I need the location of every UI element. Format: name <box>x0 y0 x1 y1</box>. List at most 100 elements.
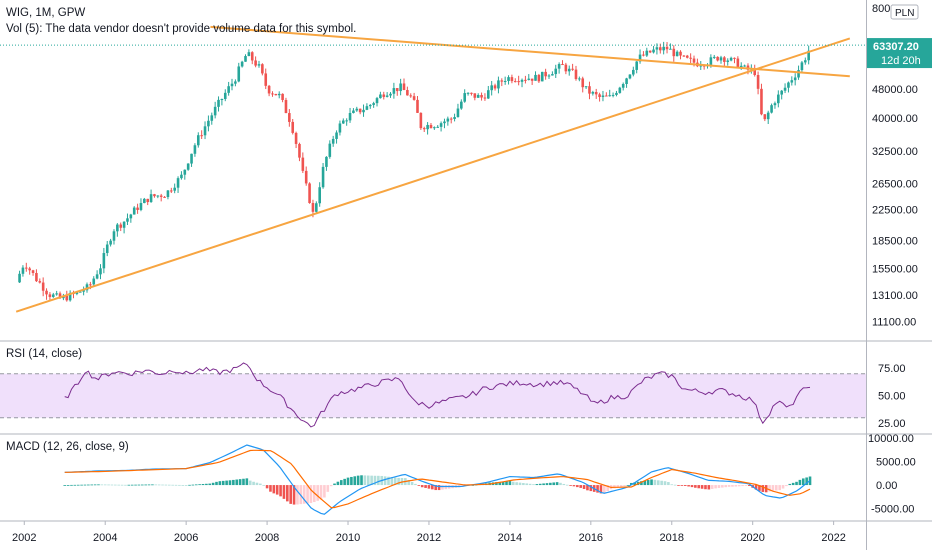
time-tick-label: 2018 <box>660 532 684 544</box>
time-tick-label: 2008 <box>255 532 279 544</box>
price-axis[interactable]: 11100.00 13100.00 15500.00 18500.00 22500.00… <box>868 84 918 516</box>
macd-histogram-bar <box>117 484 121 486</box>
candle-body <box>803 60 807 63</box>
macd-histogram-bar <box>522 483 525 486</box>
candle-body <box>429 124 433 129</box>
signal-line <box>64 449 811 509</box>
price-tick-label: 15500.00 <box>872 263 918 275</box>
candle-body <box>109 240 112 245</box>
candle-body <box>453 117 456 119</box>
candle-body <box>645 50 649 56</box>
candle-body <box>45 290 48 295</box>
currency-badge[interactable]: PLN <box>890 4 919 20</box>
rsi-title[interactable]: RSI (14, close) <box>6 348 82 360</box>
macd-histogram-bar <box>390 477 394 486</box>
price-pane[interactable] <box>0 25 866 313</box>
candle-body <box>443 121 446 124</box>
candle-body <box>476 94 480 98</box>
candle-body <box>196 135 200 146</box>
macd-pane[interactable] <box>63 444 812 515</box>
macd-histogram-bar <box>76 484 80 486</box>
candle-body <box>159 195 163 197</box>
macd-histogram-bar <box>771 485 775 491</box>
currency-label: PLN <box>895 8 914 19</box>
macd-histogram-bar <box>683 485 687 486</box>
candle-body <box>685 55 689 58</box>
symbol-title[interactable]: WIG, 1M, GPW <box>6 7 85 19</box>
candle-body <box>797 70 800 78</box>
macd-histogram-bar <box>363 475 367 486</box>
candle-body <box>618 87 622 93</box>
macd-histogram-bar <box>73 484 77 486</box>
time-tick-label: 2002 <box>12 532 36 544</box>
candle-body <box>507 77 510 81</box>
macd-histogram-bar <box>694 485 697 488</box>
macd-histogram-bar <box>343 478 346 486</box>
candle-body <box>227 86 230 93</box>
macd-histogram-bar <box>319 485 323 500</box>
macd-histogram-bar <box>498 481 502 486</box>
macd-tick-label: 0.00 <box>876 480 897 492</box>
candle-body <box>200 135 203 137</box>
candle-body <box>31 270 35 273</box>
macd-histogram-bar <box>397 477 400 486</box>
macd-histogram-bar <box>356 475 360 486</box>
candle-body <box>82 290 85 292</box>
trendline-upper <box>210 25 850 78</box>
time-axis[interactable]: 2002 2004 2006 2008 2010 2012 2014 2016 2018 2020… <box>12 521 846 544</box>
candle-body <box>460 101 463 109</box>
macd-histogram-bar <box>174 484 178 486</box>
price-tick-label: 48000.00 <box>872 84 918 96</box>
macd-histogram-bar <box>272 485 276 494</box>
candle-body <box>385 95 389 97</box>
candle-body <box>716 56 719 61</box>
candle-body <box>298 143 301 158</box>
candle-body <box>25 267 28 269</box>
candle-body <box>247 52 251 57</box>
macd-histogram-bar <box>336 481 340 486</box>
candle-body <box>726 60 730 62</box>
rsi-pane[interactable] <box>64 362 811 428</box>
macd-histogram-bar <box>225 480 228 486</box>
macd-histogram-bar <box>437 485 441 491</box>
candle-body <box>149 194 153 203</box>
candle-body <box>581 78 585 88</box>
candle-body <box>352 110 355 113</box>
macd-histogram-bar <box>586 485 589 491</box>
macd-histogram-bar <box>282 485 286 499</box>
macd-histogram-bar <box>525 483 529 486</box>
macd-histogram-bar <box>532 484 535 486</box>
candle-body <box>105 244 109 254</box>
candle-body <box>773 103 777 106</box>
macd-histogram-bar <box>511 481 515 486</box>
macd-histogram-bar <box>700 485 704 489</box>
candle-body <box>186 163 190 170</box>
macd-histogram-bar <box>393 477 397 486</box>
macd-histogram-bar <box>66 485 70 486</box>
candle-body <box>129 214 133 219</box>
macd-title[interactable]: MACD (12, 26, close, 9) <box>6 441 129 453</box>
macd-histogram-bar <box>508 481 512 486</box>
candle-body <box>743 65 746 67</box>
candle-body <box>274 93 278 96</box>
macd-histogram-bar <box>727 485 731 487</box>
macd-histogram-bar <box>70 484 73 486</box>
macd-histogram-bar <box>167 484 171 486</box>
candle-body <box>692 58 696 63</box>
candle-body <box>321 166 325 188</box>
candle-body <box>190 153 193 164</box>
macd-histogram-bar <box>198 484 201 486</box>
macd-histogram-bar <box>181 485 185 486</box>
macd-histogram-bar <box>710 485 714 489</box>
candle-body <box>250 52 254 61</box>
macd-histogram-bar <box>667 482 670 486</box>
candle-body <box>267 85 271 94</box>
macd-histogram-bar <box>707 485 711 490</box>
candle-body <box>55 293 58 295</box>
macd-histogram-bar <box>90 484 94 486</box>
macd-histogram-bar <box>737 485 741 487</box>
candle-body <box>669 48 672 50</box>
macd-histogram-bar <box>714 485 717 489</box>
candle-body <box>122 221 126 228</box>
